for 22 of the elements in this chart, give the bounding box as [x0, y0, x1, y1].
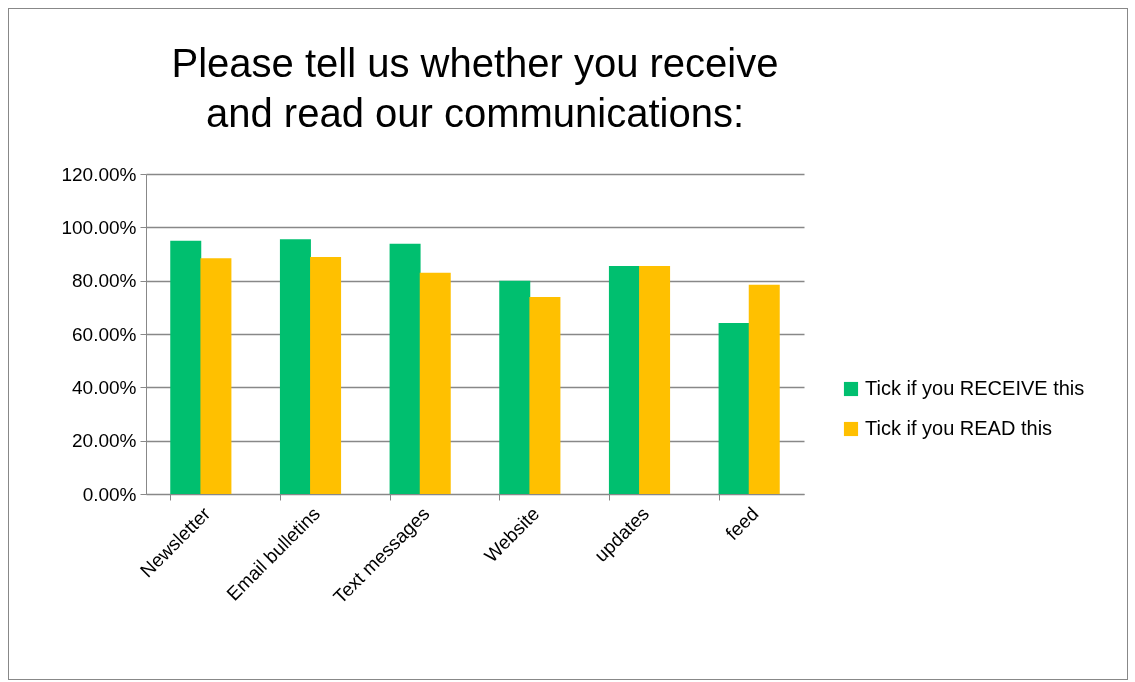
y-tick-label: 100.00% — [61, 216, 137, 238]
y-tick-label: 40.00% — [72, 376, 137, 398]
bar — [389, 243, 421, 494]
bar — [529, 296, 561, 494]
chart-title: Please tell us whether you receive and read our communications: — [171, 41, 779, 135]
bar — [200, 258, 232, 494]
bar — [718, 323, 750, 494]
bar — [748, 284, 780, 494]
y-tick-label: 20.00% — [72, 430, 137, 452]
bar — [279, 239, 311, 494]
y-tick-label: 0.00% — [82, 483, 137, 505]
legend-label: Tick if you READ this — [865, 417, 1053, 439]
bar — [608, 266, 640, 494]
y-tick-label: 60.00% — [72, 323, 137, 345]
bar — [419, 272, 451, 494]
bar — [170, 240, 202, 494]
bar — [639, 266, 671, 494]
bar — [310, 256, 342, 494]
bar — [499, 280, 531, 494]
y-tick-label: 120.00% — [61, 163, 137, 185]
legend-label: Tick if you RECEIVE this — [865, 377, 1085, 399]
y-tick-label: 80.00% — [72, 270, 137, 292]
